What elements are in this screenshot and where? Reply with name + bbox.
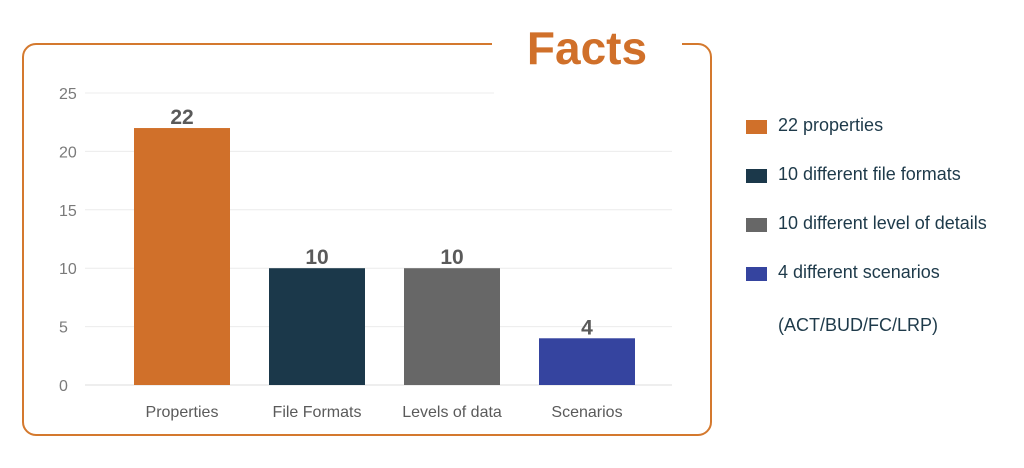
legend-item: 4 different scenarios	[746, 259, 1016, 289]
y-tick-label: 5	[59, 320, 68, 337]
legend-note: (ACT/BUD/FC/LRP)	[778, 315, 939, 335]
data-label: 4	[581, 316, 593, 339]
y-tick-label: 10	[59, 261, 77, 278]
legend-item: 10 different file formats	[746, 161, 1016, 191]
legend-label: 22 properties	[778, 115, 884, 135]
legend-swatch	[746, 169, 767, 183]
legend-swatch	[746, 218, 767, 232]
legend-label: 10 different file formats	[778, 164, 961, 184]
x-tick-label: File Formats	[273, 404, 362, 421]
legend-swatch	[746, 120, 767, 134]
data-label: 22	[170, 106, 193, 129]
bar	[269, 268, 365, 385]
bar	[539, 338, 635, 385]
bar	[404, 268, 500, 385]
bar	[134, 128, 230, 386]
y-tick-label: 25	[59, 86, 77, 103]
legend-item: 10 different level of details	[746, 210, 1016, 240]
y-tick-label: 15	[59, 203, 77, 220]
legend-label: 10 different level of details	[778, 213, 987, 233]
x-tick-label: Scenarios	[551, 404, 622, 421]
bar-chart: 0 5 10 15 20 25 22 Properties 10 File Formats 10 Le…	[59, 86, 672, 421]
chart-title: Facts	[492, 18, 682, 78]
chart-frame	[22, 43, 712, 436]
legend-label: 4 different scenarios	[778, 262, 940, 282]
legend-swatch	[746, 267, 767, 281]
y-tick-label: 20	[59, 144, 77, 161]
x-tick-label: Levels of data	[402, 404, 502, 421]
data-label: 10	[305, 246, 328, 269]
data-label: 10	[440, 246, 463, 269]
y-tick-label: 0	[59, 378, 68, 395]
legend-item: 22 properties	[746, 112, 1016, 142]
x-tick-label: Properties	[146, 404, 219, 421]
